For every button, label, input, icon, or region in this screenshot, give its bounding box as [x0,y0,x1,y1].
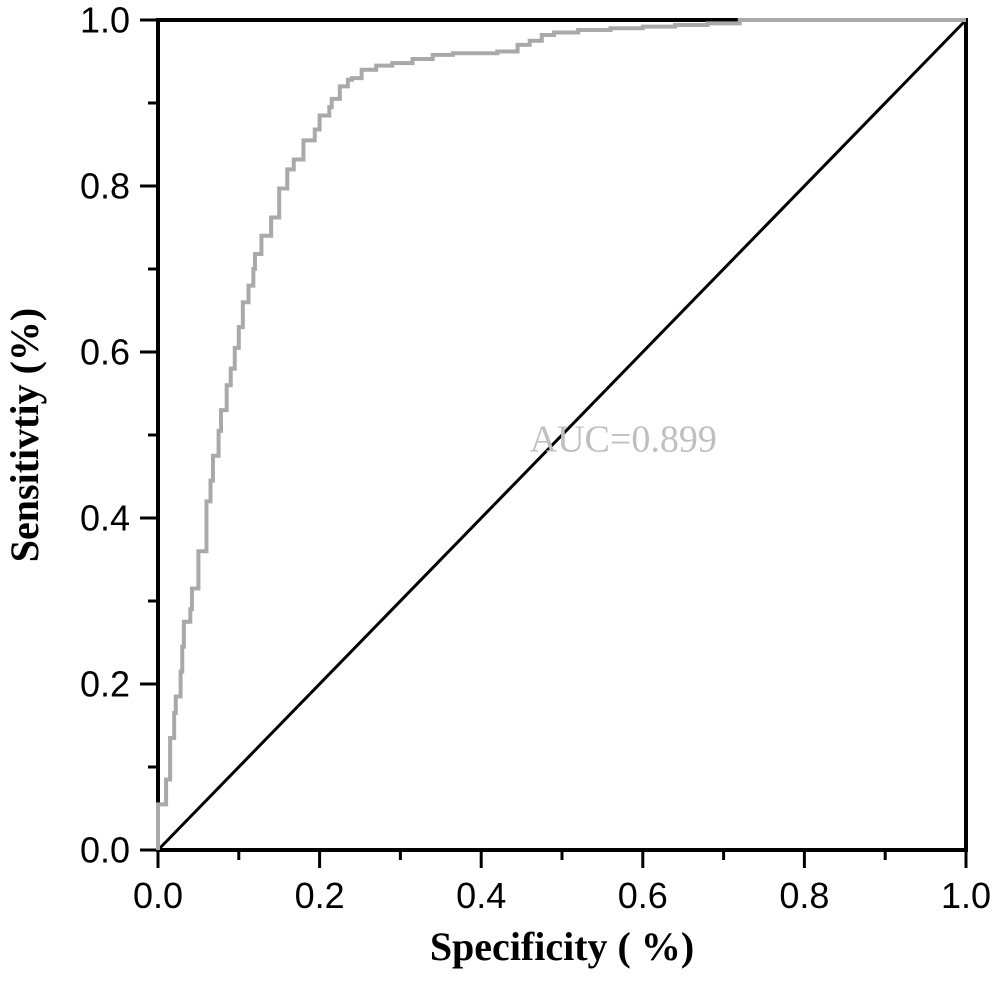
x-tick-label: 1.0 [941,875,991,916]
y-tick-label: 0.6 [80,332,130,373]
auc-annotation: AUC=0.899 [530,419,717,461]
y-tick-label: 1.0 [80,0,130,41]
chart-svg: 0.0 0.2 0.4 0.6 0.8 1.0 0.0 0.2 0.4 0.6 0.8 1.0 AUC=… [0,0,1000,988]
x-axis-label: Specificity ( %) [430,924,694,969]
x-tick-label: 0.2 [295,875,345,916]
y-tick-label: 0.0 [80,830,130,871]
roc-chart: 0.0 0.2 0.4 0.6 0.8 1.0 0.0 0.2 0.4 0.6 0.8 1.0 AUC=… [0,0,1000,988]
x-tick-label: 0.8 [779,875,829,916]
y-tick-label: 0.4 [80,498,130,539]
x-tick-label: 0.0 [133,875,183,916]
y-tick-label: 0.8 [80,166,130,207]
x-tick-label: 0.6 [618,875,668,916]
y-tick-label: 0.2 [80,664,130,705]
chart-bg [0,0,1000,988]
y-axis-label: Sensitivtiy (%) [2,308,47,562]
x-tick-label: 0.4 [456,875,506,916]
